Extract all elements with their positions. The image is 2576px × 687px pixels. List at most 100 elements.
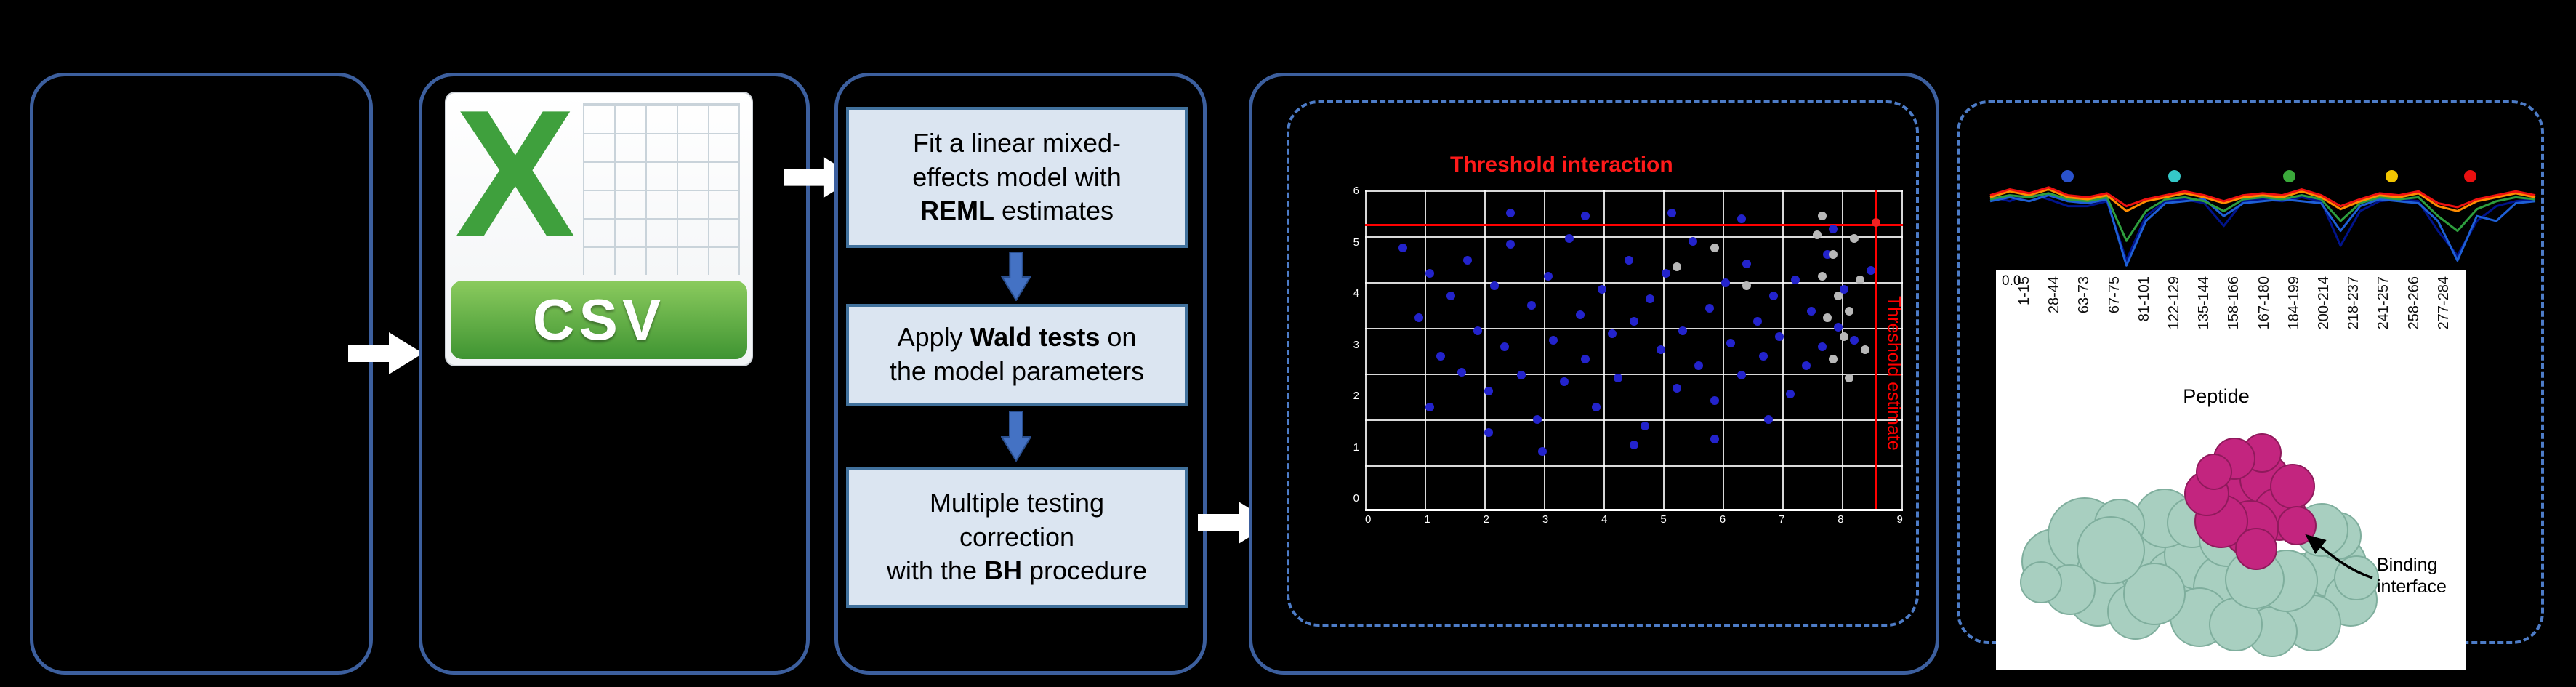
data-point bbox=[1726, 339, 1736, 348]
peptide-label: 135-144 bbox=[2196, 276, 2213, 330]
peptide-label: 67-75 bbox=[2106, 276, 2122, 314]
legend-dot bbox=[2168, 170, 2181, 182]
peptide-label: 28-44 bbox=[2046, 276, 2063, 314]
data-point bbox=[1436, 351, 1445, 361]
axis-tick-label: 2 bbox=[1483, 513, 1489, 526]
profile-series-line bbox=[1989, 194, 2536, 267]
data-point bbox=[1505, 240, 1515, 249]
binding-interface-arrow bbox=[2305, 534, 2373, 579]
peptide-label: 122-129 bbox=[2166, 276, 2183, 330]
data-point bbox=[1500, 342, 1510, 351]
data-point bbox=[1581, 355, 1590, 364]
legend-dot bbox=[2061, 170, 2074, 182]
axis-tick-label: 0 bbox=[1353, 492, 1359, 505]
axis-tick-label: 6 bbox=[1353, 185, 1359, 197]
data-point bbox=[1850, 335, 1859, 345]
arrow-down-icon bbox=[1000, 409, 1032, 464]
data-point bbox=[1505, 208, 1515, 217]
data-point bbox=[1527, 300, 1537, 310]
profile-series-line bbox=[1989, 186, 2536, 209]
data-point bbox=[1855, 275, 1864, 284]
data-point bbox=[1742, 281, 1752, 291]
data-point bbox=[1834, 323, 1843, 332]
data-point bbox=[1425, 268, 1434, 278]
data-point bbox=[1576, 310, 1585, 319]
arrow-down-icon bbox=[1000, 252, 1032, 302]
threshold-estimate-line bbox=[1875, 190, 1878, 509]
data-point bbox=[1559, 377, 1569, 386]
profile-legend bbox=[1986, 167, 2540, 188]
data-point bbox=[1785, 390, 1795, 399]
data-point bbox=[1845, 374, 1853, 383]
deuteration-profile-chart bbox=[1989, 186, 2536, 267]
arrow-right-icon bbox=[347, 331, 424, 376]
axis-tick-label: 8 bbox=[1838, 513, 1844, 526]
data-point bbox=[1489, 281, 1499, 291]
data-point bbox=[1624, 256, 1633, 265]
data-point bbox=[1818, 342, 1827, 351]
threshold-interaction-label: Threshold interaction bbox=[1450, 153, 1673, 177]
axis-tick-label: 3 bbox=[1542, 513, 1549, 526]
data-point bbox=[1549, 335, 1558, 345]
data-point bbox=[1694, 361, 1703, 370]
data-point bbox=[1532, 415, 1542, 425]
data-point bbox=[1667, 208, 1676, 217]
peptide-label: 81-101 bbox=[2136, 276, 2152, 322]
step-multiple-testing: Multiple testing correction with the BH pr… bbox=[846, 467, 1188, 608]
data-point bbox=[1812, 230, 1822, 240]
step-wald-tests: Apply Wald tests on the model parameters bbox=[846, 304, 1188, 406]
data-point bbox=[1565, 233, 1574, 243]
data-point bbox=[1818, 212, 1827, 221]
threshold-interaction-line bbox=[1365, 223, 1903, 226]
data-point bbox=[1425, 402, 1434, 411]
data-point bbox=[1753, 316, 1763, 326]
data-point bbox=[1608, 329, 1617, 339]
data-point bbox=[1866, 265, 1875, 275]
data-point bbox=[1704, 304, 1714, 313]
data-point bbox=[1737, 371, 1746, 380]
data-point bbox=[1678, 326, 1687, 335]
binding-caption-line1: Binding bbox=[2377, 555, 2438, 575]
axis-tick-label: 6 bbox=[1719, 513, 1726, 526]
profile-series-line bbox=[1989, 188, 2536, 212]
peptide-label: 258-266 bbox=[2405, 276, 2422, 330]
volcano-plot: Threshold estimate bbox=[1365, 190, 1904, 511]
axis-tick-label: 1 bbox=[1424, 513, 1430, 526]
data-point bbox=[1538, 447, 1547, 457]
peptide-label: 63-73 bbox=[2076, 276, 2093, 314]
profile-series-line bbox=[1989, 192, 2536, 242]
data-point bbox=[1484, 386, 1494, 395]
axis-tick-label: 4 bbox=[1601, 513, 1608, 526]
data-point bbox=[1828, 355, 1838, 364]
spreadsheet-grid-icon bbox=[583, 103, 740, 275]
axis-tick-label: 7 bbox=[1778, 513, 1785, 526]
data-point bbox=[1872, 217, 1880, 227]
axis-tick-label: 4 bbox=[1353, 287, 1359, 300]
csv-banner: CSV bbox=[451, 281, 747, 359]
peptide-label: 241-257 bbox=[2375, 276, 2392, 330]
data-point bbox=[1769, 291, 1779, 300]
data-point bbox=[1710, 243, 1719, 252]
axis-tick-label: 5 bbox=[1660, 513, 1667, 526]
data-point bbox=[1673, 383, 1682, 393]
axis-tick-label: 3 bbox=[1353, 338, 1359, 351]
data-point bbox=[1839, 284, 1848, 294]
data-point bbox=[1710, 396, 1719, 406]
binding-interface-caption: Binding interface bbox=[2377, 554, 2447, 598]
data-point bbox=[1473, 326, 1483, 335]
peptide-label: 167-180 bbox=[2255, 276, 2272, 330]
data-point bbox=[1845, 307, 1853, 316]
peptide-axis-labels: 1-15 28-44 63-73 67-75 81-101 122-129 135-144 1… bbox=[2016, 276, 2452, 329]
data-point bbox=[1828, 249, 1838, 259]
data-point bbox=[1807, 307, 1816, 316]
data-point bbox=[1646, 294, 1655, 303]
axis-tick-label: 1 bbox=[1353, 441, 1359, 454]
axis-tick-label: 9 bbox=[1896, 513, 1903, 526]
data-point bbox=[1834, 291, 1843, 300]
csv-file-icon: X CSV bbox=[445, 83, 753, 366]
data-point bbox=[1398, 243, 1407, 252]
data-point bbox=[1839, 332, 1848, 342]
peptide-label: 218-237 bbox=[2346, 276, 2362, 330]
data-point bbox=[1710, 434, 1719, 443]
